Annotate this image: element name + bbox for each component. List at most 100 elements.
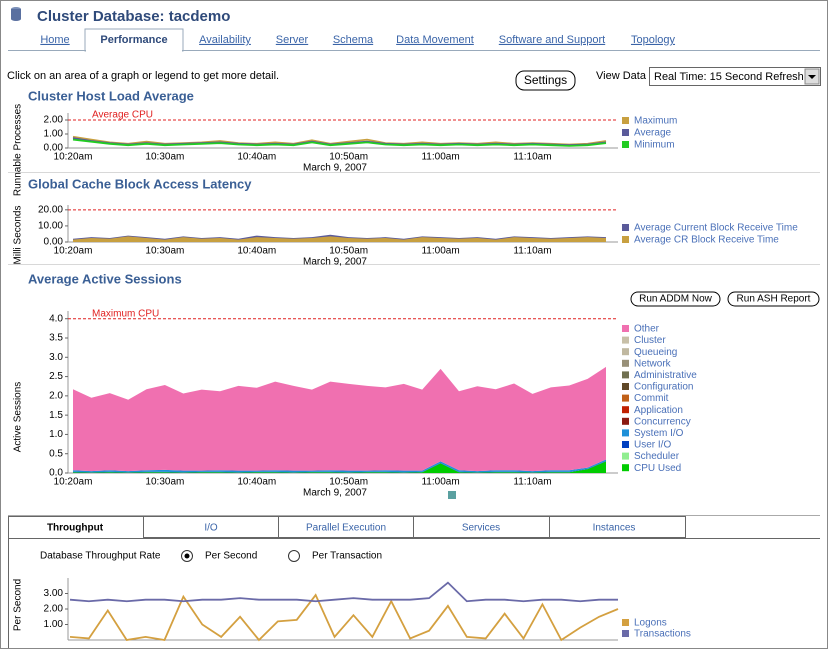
radio[interactable] [288,550,300,562]
x-tick-label: 10:20am [54,246,93,257]
legend-label[interactable]: Concurrency [634,416,691,427]
y-tick-label: 0.5 [49,448,63,459]
legend-label[interactable]: Administrative [634,370,697,381]
tab-gap [86,49,182,52]
legend-label[interactable]: Network [634,358,672,369]
view-data-select[interactable] [649,67,821,86]
run-addm-label: Run ADDM Now [639,294,713,305]
tab[interactable]: Server [276,34,309,46]
legend-swatch[interactable] [622,394,629,402]
legend-swatch[interactable] [622,619,629,626]
radio-label: Per Transaction [312,551,382,562]
y-tick-label: 3.5 [49,333,63,344]
settings-button[interactable] [515,70,576,91]
y-tick-label: 2.5 [49,371,63,382]
chart-title: Average Active Sessions [28,271,182,286]
radio-dot [184,553,190,559]
legend-swatch[interactable] [622,429,629,437]
x-tick-label: 11:00am [421,152,459,163]
legend-swatch[interactable] [622,336,629,344]
legend-label[interactable]: Average [634,128,672,139]
x-tick-label: 10:50am [329,246,368,257]
legend-label[interactable]: Average CR Block Receive Time [634,235,779,246]
legend-swatch[interactable] [622,129,629,136]
legend-swatch[interactable] [622,359,629,367]
legend-swatch[interactable] [622,141,629,148]
tab[interactable]: Schema [333,34,374,46]
y-axis-title: Active Sessions [13,382,24,453]
legend-label[interactable]: Transactions [634,629,691,640]
detail-icon[interactable] [448,491,456,499]
legend-label[interactable]: Scheduler [634,451,680,462]
tab[interactable]: Availability [199,34,251,46]
y-tick-label: 2.0 [49,390,63,401]
y-tick-label: 3.0 [49,352,63,363]
tab[interactable]: Topology [631,34,676,46]
legend-swatch[interactable] [622,452,629,460]
legend-swatch[interactable] [622,464,629,472]
legend-swatch[interactable] [622,117,629,124]
throughput-label: Database Throughput Rate [40,551,161,562]
legend-label[interactable]: Cluster [634,335,666,346]
legend-label[interactable]: Minimum [634,140,675,151]
legend-swatch[interactable] [622,383,629,390]
tab[interactable]: Home [40,34,69,46]
x-tick-label: 10:40am [237,477,276,488]
legend-label[interactable]: CPU Used [634,463,681,474]
area-series [73,366,606,472]
legend-label[interactable]: Logons [634,618,667,629]
x-tick-label: 10:50am [329,152,368,163]
radio-label: Per Second [205,551,257,562]
x-tick-label: 11:00am [421,477,459,488]
legend-label[interactable]: User I/O [634,440,671,451]
x-tick-label: 10:20am [54,477,93,488]
run-addm-button[interactable] [630,291,721,307]
line-series [69,581,618,603]
legend-swatch[interactable] [622,441,629,448]
legend-swatch[interactable] [622,325,629,332]
detail-tab-label: Throughput [47,523,104,534]
legend-swatch[interactable] [622,406,629,414]
legend-swatch[interactable] [622,417,629,425]
chart-title: Global Cache Block Access Latency [28,176,252,191]
legend-swatch[interactable] [622,348,629,356]
detail-tab[interactable] [549,516,686,538]
reference-label: Maximum CPU [92,308,159,319]
line-series [69,593,619,642]
x-tick-label: 10:40am [237,152,276,163]
x-tick-label: 11:10am [513,477,551,488]
tab[interactable]: Data Movement [396,34,474,46]
legend-swatch[interactable] [622,630,629,637]
x-tick-label: 10:30am [145,477,184,488]
run-ash-label: Run ASH Report [737,294,811,305]
x-tick-label: 10:30am [145,152,184,163]
select-arrow-icon [808,75,816,79]
tab-selected[interactable]: Performance [100,34,167,46]
legend-label[interactable]: Maximum [634,116,677,127]
detail-tab-label: Services [462,523,500,534]
y-tick-label: 10.00 [38,221,63,232]
x-tick-label: 11:10am [513,152,551,163]
area-series [73,236,606,242]
area-series [73,459,606,473]
line-series [72,138,607,147]
y-tick-label: 0.00 [44,143,64,154]
legend-label[interactable]: Average Current Block Receive Time [634,223,798,234]
legend-label[interactable]: Configuration [634,382,693,393]
legend-label[interactable]: Other [634,324,660,335]
y-tick-label: 0.0 [49,468,63,479]
tab[interactable]: Software and Support [499,34,605,46]
legend-label[interactable]: Queueing [634,347,677,358]
legend-swatch[interactable] [622,224,629,231]
run-ash-button[interactable] [727,291,820,307]
legend-swatch[interactable] [622,236,629,243]
legend-swatch[interactable] [622,371,629,379]
legend-label[interactable]: Commit [634,393,669,404]
y-tick-label: 1.00 [44,129,64,140]
y-axis-title: Runnable Processes [13,104,24,196]
x-tick-label: 10:50am [329,477,368,488]
x-tick-label: 11:00am [421,246,459,257]
legend-label[interactable]: System I/O [634,428,684,439]
legend-label[interactable]: Application [634,405,683,416]
